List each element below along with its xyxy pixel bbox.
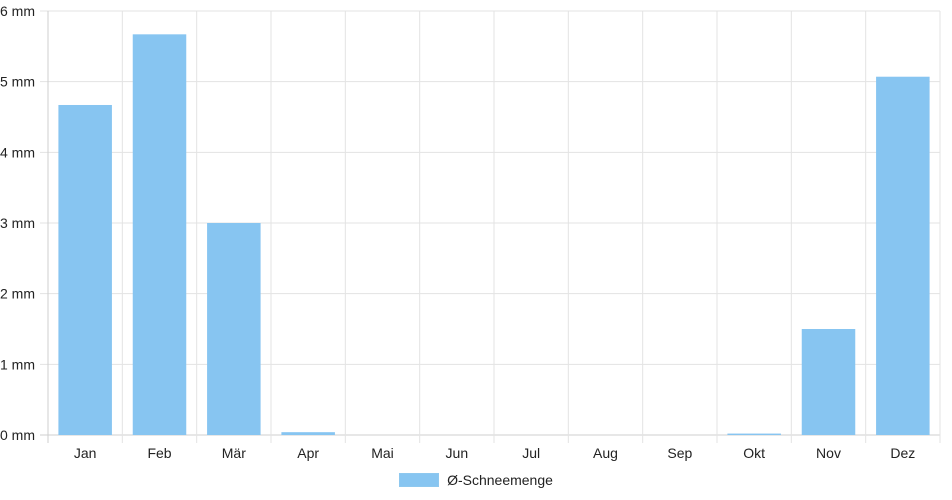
legend-swatch: [399, 473, 440, 487]
x-tick-label: Jan: [74, 445, 97, 461]
x-tick-label: Apr: [297, 445, 319, 461]
y-tick-label: 1 mm: [0, 356, 35, 372]
y-tick-label: 0 mm: [0, 427, 35, 443]
x-tick-label: Okt: [743, 445, 765, 461]
x-tick-label: Dez: [890, 445, 915, 461]
bar-Dez[interactable]: [876, 76, 930, 435]
bar-Apr[interactable]: [281, 432, 335, 435]
bar-Jan[interactable]: [58, 104, 112, 435]
legend: Ø-Schneemenge: [0, 472, 952, 488]
bar-Mär[interactable]: [207, 223, 261, 435]
y-tick-label: 5 mm: [0, 74, 35, 90]
bar-Okt[interactable]: [727, 433, 781, 435]
y-tick-label: 2 mm: [0, 286, 35, 302]
y-tick-label: 4 mm: [0, 144, 35, 160]
y-tick-label: 6 mm: [0, 3, 35, 19]
x-tick-label: Mär: [222, 445, 246, 461]
grid: [40, 10, 941, 443]
bar-Nov[interactable]: [801, 329, 856, 435]
x-tick-label: Jun: [446, 445, 469, 461]
y-tick-label: 3 mm: [0, 215, 35, 231]
bar-Feb[interactable]: [132, 34, 187, 435]
x-tick-label: Nov: [816, 445, 841, 461]
x-tick-label: Aug: [593, 445, 618, 461]
x-tick-label: Mai: [371, 445, 394, 461]
x-tick-label: Feb: [147, 445, 171, 461]
legend-label: Ø-Schneemenge: [447, 472, 553, 488]
x-tick-label: Jul: [522, 445, 540, 461]
x-tick-label: Sep: [667, 445, 692, 461]
